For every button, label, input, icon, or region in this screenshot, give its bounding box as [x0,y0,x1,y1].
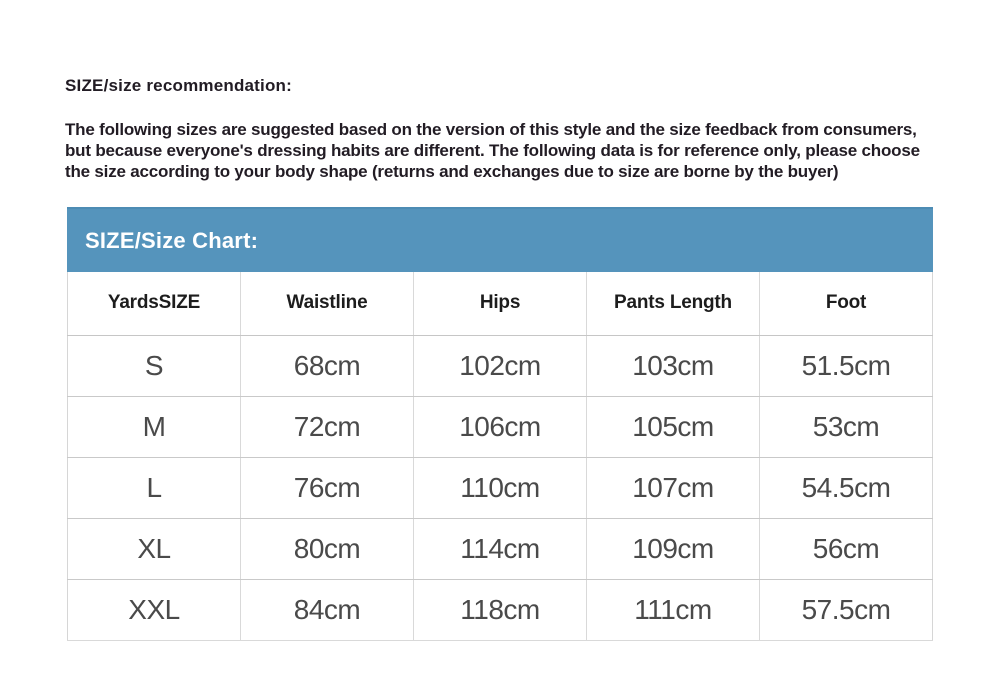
waistline-value: 84cm [240,579,414,640]
foot-value: 53cm [759,396,933,458]
pants-length-value: 103cm [586,335,760,397]
table-row-l: L 76cm 110cm 107cm 54.5cm [67,457,933,519]
size-chart-banner-title: SIZE/Size Chart: [85,227,259,253]
recommendation-title: SIZE/size recommendation: [65,76,292,95]
foot-value: 54.5cm [759,457,933,519]
pants-length-value: 109cm [586,518,760,580]
pants-length-value: 105cm [586,396,760,458]
foot-value: 51.5cm [759,335,933,397]
table-row-xl: XL 80cm 114cm 109cm 56cm [67,518,933,580]
hips-value: 118cm [413,579,587,640]
waistline-value: 80cm [240,518,414,580]
size-label: XXL [128,593,180,625]
hips-value: 102cm [413,335,587,397]
table-header-row: YardsSIZE Waistline Hips Pants Length Fo… [67,272,933,336]
size-label: M [67,396,241,458]
column-header-foot: Foot [759,272,933,336]
hips-value: 106cm [413,396,587,458]
foot-value: 57.5cm [759,579,933,640]
hips-value: 110cm [413,457,587,519]
size-label: L [67,457,241,519]
table-row-s: S 68cm 102cm 103cm 51.5cm [67,335,933,397]
size-chart-banner: SIZE/Size Chart: [67,207,933,272]
foot-value: 56cm [759,518,933,580]
pants-length-value: 111cm [586,579,760,640]
waistline-value: 68cm [240,335,414,397]
hips-value: 114cm [413,518,587,580]
size-label: XL [67,518,241,580]
recommendation-description: The following sizes are suggested based … [65,120,920,181]
column-header-yards-size: YardsSIZE [67,272,241,336]
size-table: YardsSIZE Waistline Hips Pants Length Fo… [67,272,933,641]
column-header-hips: Hips [413,272,587,336]
waistline-value: 72cm [240,396,414,458]
table-row-xxl: XXL 84cm 118cm 111cm 57.5cm [68,579,933,640]
size-label: S [67,335,241,397]
table-row-m: M 72cm 106cm 105cm 53cm [67,396,933,458]
column-header-pants-length: Pants Length [586,272,760,336]
size-chart-section: SIZE/Size Chart: YardsSIZE Waistline Hip… [67,207,933,641]
column-header-waistline: Waistline [240,272,414,336]
waistline-value: 76cm [240,457,414,519]
pants-length-value: 107cm [586,457,760,519]
